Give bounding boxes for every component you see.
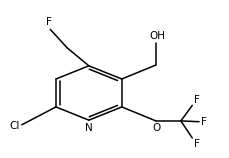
Text: N: N xyxy=(85,123,92,133)
Text: Cl: Cl xyxy=(10,121,20,131)
Text: OH: OH xyxy=(148,31,164,41)
Text: F: F xyxy=(193,139,199,149)
Text: F: F xyxy=(46,18,52,27)
Text: O: O xyxy=(152,123,160,133)
Text: F: F xyxy=(193,95,199,105)
Text: F: F xyxy=(200,117,206,127)
